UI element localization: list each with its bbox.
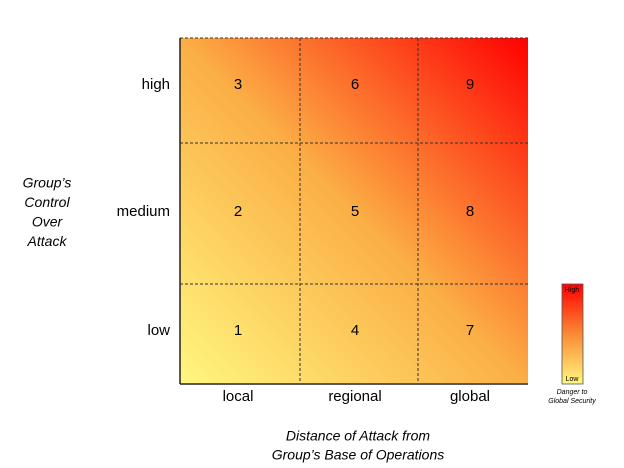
x-axis-title: Group’s Base of Operations xyxy=(272,447,445,463)
cell-value: 2 xyxy=(234,203,242,220)
legend-low: Low xyxy=(566,376,580,383)
column-label: local xyxy=(223,388,254,405)
y-axis-title: Over xyxy=(32,214,64,230)
y-axis-title: Control xyxy=(24,194,70,210)
column-label: regional xyxy=(328,388,381,405)
y-axis-title: Attack xyxy=(27,233,68,249)
legend-bar xyxy=(561,283,584,385)
y-axis-title: Group’s xyxy=(23,175,72,191)
cell-value: 5 xyxy=(351,203,359,220)
x-axis-title: Distance of Attack from xyxy=(286,428,431,444)
legend-caption: Danger to xyxy=(557,389,588,396)
cell-value: 6 xyxy=(351,76,359,93)
legend-caption: Global Security xyxy=(548,398,596,405)
cell-value: 1 xyxy=(234,322,242,339)
row-label: medium xyxy=(117,203,170,220)
cell-value: 4 xyxy=(351,322,359,339)
cell-value: 7 xyxy=(466,322,474,339)
cell-value: 3 xyxy=(234,76,242,93)
row-label: high xyxy=(142,76,170,93)
cell-value: 9 xyxy=(466,76,474,93)
cell-value: 8 xyxy=(466,203,474,220)
column-label: global xyxy=(450,388,490,405)
matrix-background xyxy=(180,38,528,383)
grid-lines xyxy=(180,37,528,383)
legend-high: High xyxy=(565,287,580,294)
row-label: low xyxy=(147,322,170,339)
